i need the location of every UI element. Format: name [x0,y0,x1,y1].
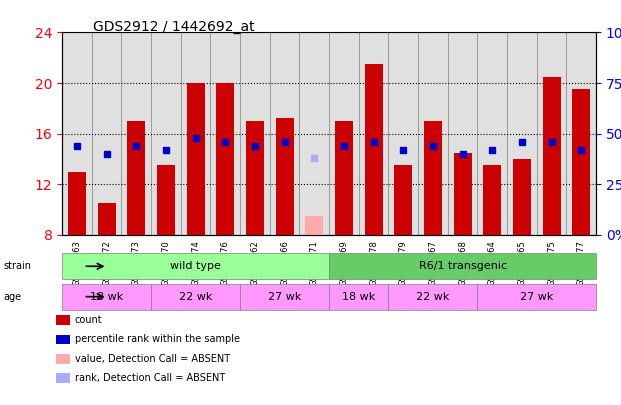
Text: 27 wk: 27 wk [268,292,301,302]
Text: 18 wk: 18 wk [90,292,123,302]
Bar [276,119,294,235]
Bar [513,159,531,235]
FancyBboxPatch shape [240,284,329,310]
FancyBboxPatch shape [389,284,478,310]
Bar [97,203,116,235]
Text: GDS2912 / 1442692_at: GDS2912 / 1442692_at [93,20,255,34]
Bar [127,121,145,235]
Bar [68,172,86,235]
Bar [335,121,353,235]
Text: 18 wk: 18 wk [342,292,376,302]
FancyBboxPatch shape [151,284,240,310]
Bar [394,165,412,235]
Text: count: count [75,315,102,325]
Bar [543,77,561,235]
Bar [424,121,442,235]
Bar [454,153,471,235]
Text: wild type: wild type [170,261,221,271]
Text: strain: strain [3,261,31,271]
Bar [246,121,264,235]
Bar [365,64,383,235]
FancyBboxPatch shape [478,284,596,310]
FancyBboxPatch shape [329,284,389,310]
Bar [187,83,204,235]
FancyBboxPatch shape [62,253,329,279]
Bar [573,90,590,235]
Text: rank, Detection Call = ABSENT: rank, Detection Call = ABSENT [75,373,225,383]
FancyBboxPatch shape [329,253,596,279]
Text: percentile rank within the sample: percentile rank within the sample [75,335,240,344]
Text: 22 wk: 22 wk [416,292,450,302]
Bar [157,165,175,235]
Bar [483,165,501,235]
FancyBboxPatch shape [62,284,151,310]
Bar [306,216,323,235]
Text: R6/1 transgenic: R6/1 transgenic [419,261,507,271]
Text: 27 wk: 27 wk [520,292,553,302]
Text: value, Detection Call = ABSENT: value, Detection Call = ABSENT [75,354,230,364]
Text: age: age [3,292,21,302]
Text: 22 wk: 22 wk [179,292,212,302]
Bar [216,83,234,235]
